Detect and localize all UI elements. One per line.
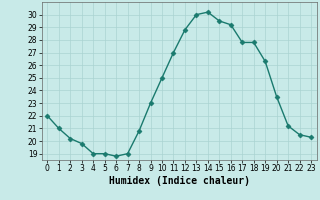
X-axis label: Humidex (Indice chaleur): Humidex (Indice chaleur) xyxy=(109,176,250,186)
